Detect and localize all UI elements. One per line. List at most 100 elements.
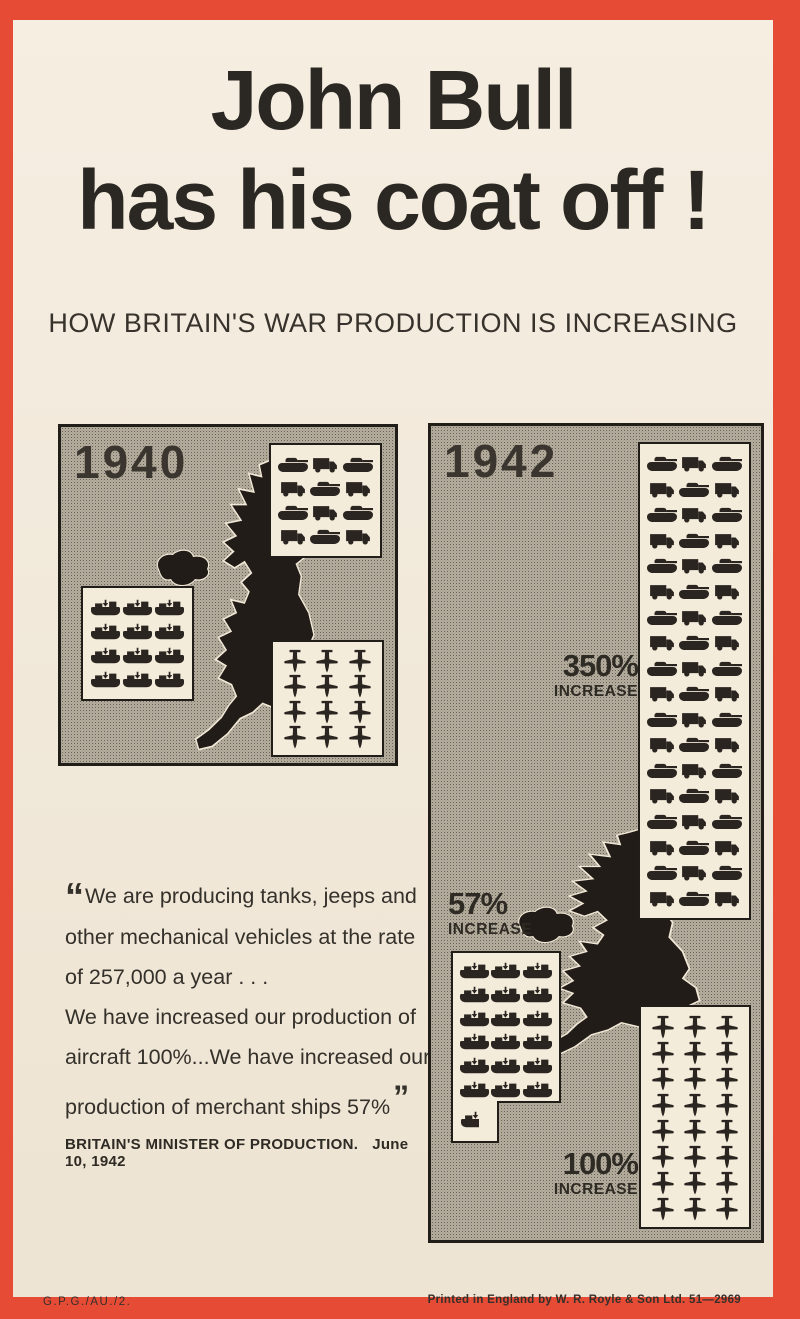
plane-icon bbox=[651, 1092, 675, 1117]
truck-icon bbox=[649, 890, 675, 907]
ship-icon bbox=[123, 671, 152, 688]
ship-icon bbox=[123, 647, 152, 664]
plane-icon bbox=[683, 1144, 707, 1169]
plane-icon bbox=[715, 1066, 739, 1091]
truck-icon bbox=[714, 890, 740, 907]
plane-icon bbox=[348, 699, 372, 724]
quote-attribution: BRITAIN'S MINISTER OF PRODUCTION. June 10… bbox=[65, 1136, 409, 1170]
tank-icon bbox=[647, 762, 677, 779]
plane-icon bbox=[651, 1170, 675, 1195]
tank-icon bbox=[647, 864, 677, 881]
truck-icon bbox=[312, 504, 338, 521]
tank-icon bbox=[343, 456, 373, 473]
open-quote-mark: “ bbox=[65, 876, 84, 918]
plane-icon bbox=[651, 1118, 675, 1143]
tank-icon bbox=[278, 504, 308, 521]
tank-icon bbox=[679, 481, 709, 498]
plane-icon bbox=[315, 699, 339, 724]
plane-icon bbox=[715, 1118, 739, 1143]
partial-ship-icon bbox=[461, 1111, 479, 1129]
tank-icon bbox=[679, 685, 709, 702]
ship-icon bbox=[91, 647, 120, 664]
plane-icon bbox=[715, 1014, 739, 1039]
plane-icon bbox=[683, 1170, 707, 1195]
tank-icon bbox=[679, 787, 709, 804]
ship-icon bbox=[491, 1010, 520, 1027]
plane-icon bbox=[715, 1196, 739, 1221]
ships-increase-label: 57% INCREASE bbox=[448, 886, 533, 938]
tank-icon bbox=[679, 634, 709, 651]
truck-icon bbox=[649, 787, 675, 804]
ship-icon bbox=[155, 671, 184, 688]
tank-icon bbox=[647, 557, 677, 574]
tank-icon bbox=[343, 504, 373, 521]
tank-icon bbox=[647, 711, 677, 728]
reference-code: G.P.G./AU./2. bbox=[43, 1296, 132, 1308]
tank-icon bbox=[679, 839, 709, 856]
plane-icon bbox=[683, 1196, 707, 1221]
tank-icon bbox=[712, 660, 742, 677]
truck-icon bbox=[714, 787, 740, 804]
tank-icon bbox=[647, 506, 677, 523]
ship-icon bbox=[155, 599, 184, 616]
plane-icon bbox=[715, 1170, 739, 1195]
truck-icon bbox=[714, 685, 740, 702]
tank-icon bbox=[679, 890, 709, 907]
tank-icon bbox=[712, 864, 742, 881]
ship-icon bbox=[523, 986, 552, 1003]
ship-icon bbox=[461, 1111, 479, 1128]
ships-pictogram-1940 bbox=[81, 586, 194, 701]
close-quote-mark: ” bbox=[393, 1079, 409, 1115]
tank-icon bbox=[712, 455, 742, 472]
plane-icon bbox=[715, 1040, 739, 1065]
truck-icon bbox=[681, 762, 707, 779]
ship-icon bbox=[460, 1033, 489, 1050]
poster-title-line2: has his coat off ! bbox=[77, 153, 710, 247]
truck-icon bbox=[649, 634, 675, 651]
truck-icon bbox=[649, 736, 675, 753]
ship-icon bbox=[155, 623, 184, 640]
ship-icon bbox=[460, 1081, 489, 1098]
vehicles-pictogram-1940 bbox=[269, 443, 382, 558]
poster-subtitle: HOW BRITAIN'S WAR PRODUCTION IS INCREASI… bbox=[48, 308, 738, 338]
quote-line: other mechanical vehicles at the rate bbox=[65, 925, 416, 949]
aircraft-pictogram-1940 bbox=[271, 640, 384, 757]
quote-date: June 10, 1942 bbox=[65, 1136, 409, 1170]
quote-line: of 257,000 a year . . . bbox=[65, 965, 269, 989]
ship-icon bbox=[460, 962, 489, 979]
plane-icon bbox=[283, 648, 307, 673]
poster-sheet: John Bull has his coat off ! HOW BRITAIN… bbox=[13, 20, 773, 1308]
truck-icon bbox=[714, 839, 740, 856]
tank-icon bbox=[647, 609, 677, 626]
tank-icon bbox=[679, 532, 709, 549]
truck-icon bbox=[681, 557, 707, 574]
ship-icon bbox=[491, 1057, 520, 1074]
plane-icon bbox=[683, 1092, 707, 1117]
aircraft-increase-label: 100% INCREASE bbox=[553, 1146, 639, 1198]
plane-icon bbox=[683, 1066, 707, 1091]
ship-icon bbox=[491, 1081, 520, 1098]
truck-icon bbox=[714, 532, 740, 549]
ship-icon bbox=[523, 1081, 552, 1098]
ship-icon bbox=[91, 671, 120, 688]
ship-icon bbox=[460, 986, 489, 1003]
plane-icon bbox=[283, 724, 307, 749]
panel-1940: 1940 bbox=[58, 424, 398, 766]
truck-icon bbox=[312, 456, 338, 473]
plane-icon bbox=[651, 1144, 675, 1169]
tank-icon bbox=[310, 480, 340, 497]
ships-pictogram-1942 bbox=[451, 951, 561, 1103]
plane-icon bbox=[651, 1066, 675, 1091]
quote-line: “We are producing tanks, jeeps and bbox=[65, 876, 417, 918]
plane-icon bbox=[683, 1014, 707, 1039]
truck-icon bbox=[681, 864, 707, 881]
quote-line: We have increased our production of bbox=[65, 1005, 416, 1029]
tank-icon bbox=[712, 762, 742, 779]
ship-icon bbox=[523, 962, 552, 979]
truck-icon bbox=[345, 480, 371, 497]
ship-icon bbox=[523, 1010, 552, 1027]
ship-icon bbox=[491, 962, 520, 979]
plane-icon bbox=[348, 673, 372, 698]
truck-icon bbox=[714, 736, 740, 753]
vehicles-increase-label: 350% INCREASE bbox=[553, 648, 639, 700]
